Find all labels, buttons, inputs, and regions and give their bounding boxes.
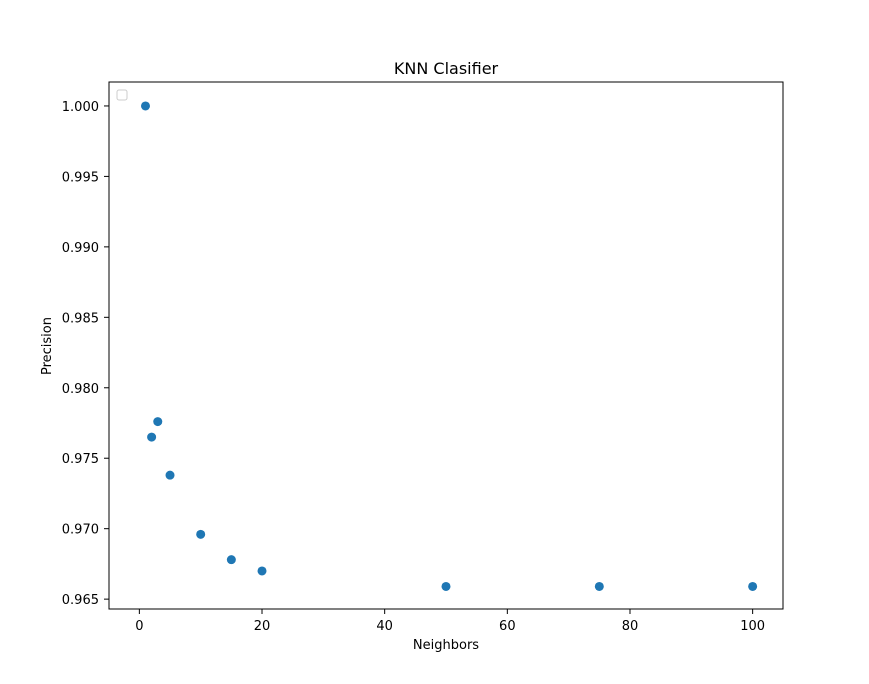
x-tick-label: 40 (376, 619, 393, 634)
y-axis-label: Precision (40, 317, 55, 375)
data-point (257, 566, 267, 576)
y-axis: 0.965 0.970 0.975 0.980 0.985 0.990 0.995 1.000 (62, 100, 109, 608)
data-point (441, 581, 451, 591)
legend-box (116, 89, 128, 101)
y-tick-label: 0.970 (62, 523, 99, 538)
data-point (594, 581, 604, 591)
data-point (748, 581, 758, 591)
x-tick-label: 20 (254, 619, 271, 634)
data-point (226, 555, 236, 565)
x-axis-label: Neighbors (413, 638, 479, 653)
data-point (196, 529, 206, 539)
x-tick-label: 80 (622, 619, 639, 634)
x-axis: 0 20 40 60 80 100 (135, 609, 765, 634)
y-tick-label: 0.995 (62, 170, 99, 185)
chart-title: KNN Clasifier (394, 59, 499, 78)
data-point (165, 470, 175, 480)
plot-frame (108, 81, 784, 610)
y-tick-label: 0.965 (62, 593, 99, 608)
x-tick-label: 100 (740, 619, 765, 634)
y-tick-label: 1.000 (62, 100, 99, 115)
x-tick-label: 60 (499, 619, 516, 634)
data-point (153, 417, 163, 427)
data-point (147, 432, 157, 442)
data-point (140, 101, 150, 111)
y-tick-label: 0.990 (62, 241, 99, 256)
y-tick-label: 0.985 (62, 311, 99, 326)
y-tick-label: 0.980 (62, 382, 99, 397)
plot-area (108, 81, 784, 610)
x-tick-label: 0 (135, 619, 143, 634)
y-tick-label: 0.975 (62, 452, 99, 467)
